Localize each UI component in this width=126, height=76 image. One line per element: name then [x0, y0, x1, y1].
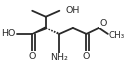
Text: O: O — [99, 19, 107, 28]
Text: NH₂: NH₂ — [50, 53, 68, 62]
Text: O: O — [83, 52, 90, 61]
Text: O: O — [29, 52, 36, 61]
Text: CH₃: CH₃ — [109, 31, 125, 40]
Text: HO: HO — [1, 29, 16, 38]
Text: OH: OH — [66, 6, 80, 15]
Polygon shape — [32, 27, 46, 34]
